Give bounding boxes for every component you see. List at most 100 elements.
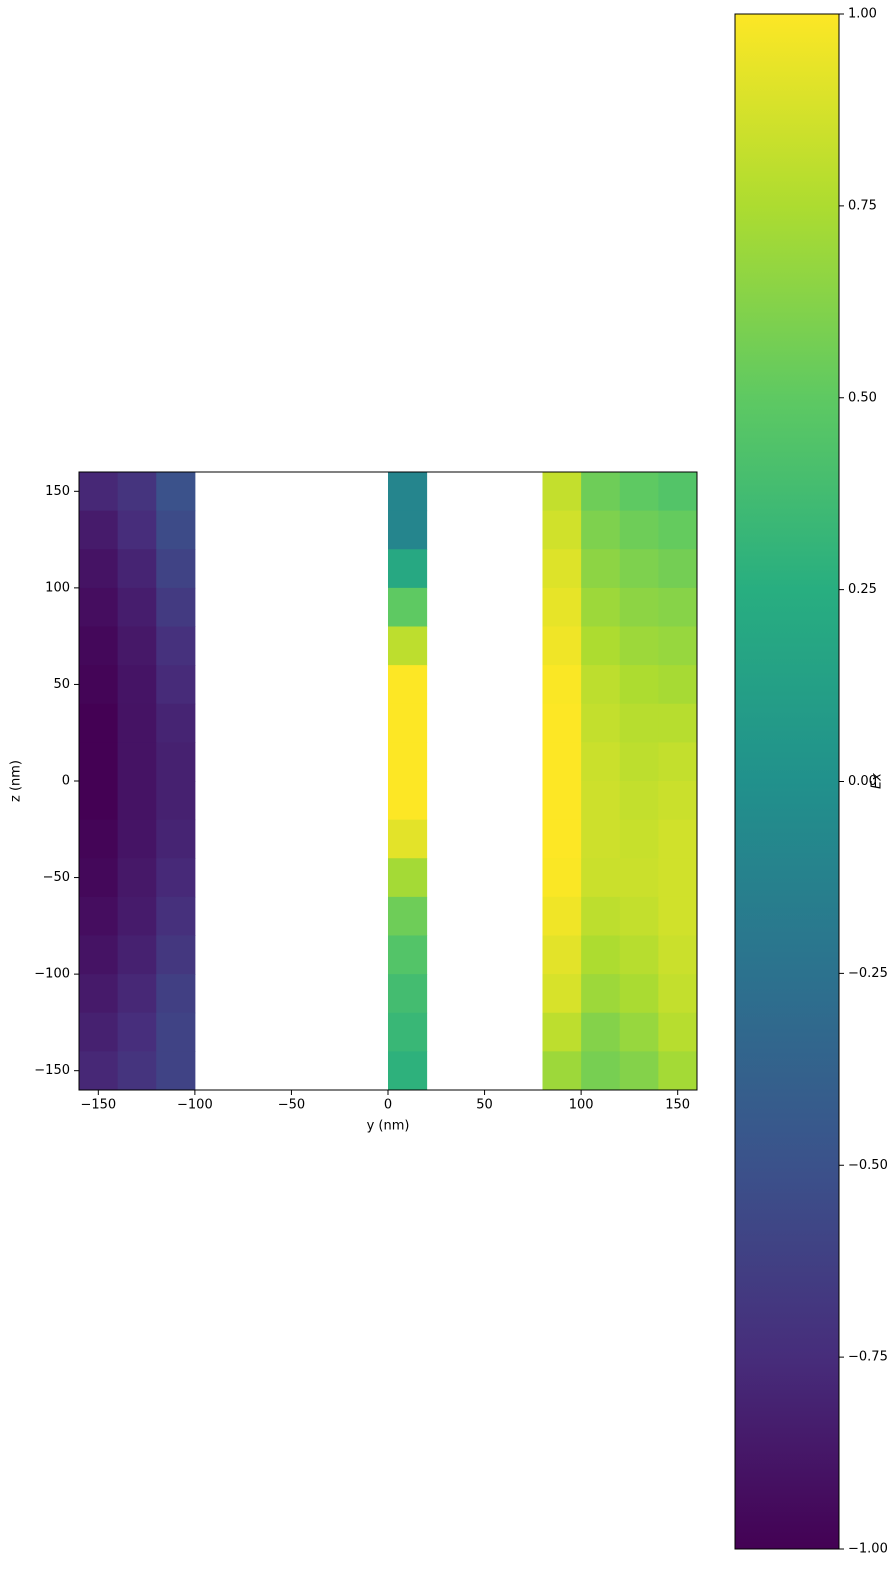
heatmap-cell (581, 587, 621, 627)
heatmap-cell (388, 703, 428, 743)
heatmap-cell (117, 935, 157, 975)
heatmap-cell (156, 665, 196, 705)
colorbar-tick-label: 0.00 (848, 774, 877, 789)
colorbar-tick-label: 1.00 (848, 7, 877, 22)
heatmap-cell (388, 896, 428, 936)
heatmap-cell (619, 626, 659, 666)
heatmap-cell (156, 587, 196, 627)
heatmap-cell (156, 549, 196, 589)
heatmap-cell (117, 626, 157, 666)
heatmap-cell (79, 935, 119, 975)
heatmap-cell (79, 1051, 119, 1091)
colorbar-label: Ex (870, 773, 885, 789)
heatmap-cell (117, 781, 157, 821)
colorbar-tick-label: −0.75 (848, 1350, 888, 1365)
heatmap-cell (79, 587, 119, 627)
heatmap-cell (658, 665, 698, 705)
heatmap-cell (619, 935, 659, 975)
heatmap-cell (79, 974, 119, 1014)
heatmap-cell (117, 472, 157, 512)
heatmap-cell (658, 587, 698, 627)
heatmap-cell (658, 510, 698, 550)
heatmap-cell (117, 587, 157, 627)
heatmap-cell (117, 510, 157, 550)
heatmap-cell (658, 819, 698, 859)
colorbar-tick-label: −0.25 (848, 966, 888, 981)
heatmap-cell (117, 858, 157, 898)
heatmap-cell (79, 549, 119, 589)
heatmap-cell (619, 781, 659, 821)
heatmap-cell (388, 510, 428, 550)
heatmap-cell (658, 626, 698, 666)
y-tick-label: 150 (45, 484, 70, 499)
x-axis-label: y (nm) (367, 1119, 410, 1134)
heatmap-cell (581, 703, 621, 743)
heatmap-cell (658, 935, 698, 975)
heatmap-cell (542, 665, 582, 705)
heatmap-cell (542, 742, 582, 782)
heatmap-cell (581, 665, 621, 705)
colorbar-tick-label: −1.00 (848, 1542, 888, 1557)
heatmap-cell (658, 1051, 698, 1091)
heatmap-cell (156, 781, 196, 821)
x-tick-label: 50 (476, 1098, 493, 1113)
heatmap-cell (619, 703, 659, 743)
heatmap-cell (581, 626, 621, 666)
heatmap-cell (117, 896, 157, 936)
heatmap-cell (117, 1051, 157, 1091)
heatmap-cell (117, 819, 157, 859)
heatmap-cell (388, 935, 428, 975)
heatmap-cell (79, 1012, 119, 1052)
heatmap-cell (117, 703, 157, 743)
heatmap-cell (388, 819, 428, 859)
y-axis-label: z (nm) (9, 760, 24, 802)
heatmap-cell (388, 858, 428, 898)
heatmap-cell (542, 703, 582, 743)
heatmap-cell (156, 626, 196, 666)
x-tick-label: 100 (569, 1098, 594, 1113)
heatmap-cell (658, 974, 698, 1014)
heatmap-cell (388, 781, 428, 821)
heatmap-cell (388, 665, 428, 705)
heatmap-cell (79, 703, 119, 743)
heatmap-cell (79, 858, 119, 898)
heatmap-cell (117, 665, 157, 705)
x-tick-label: 0 (384, 1098, 392, 1113)
heatmap-cell (79, 819, 119, 859)
colorbar-tick-label: 0.50 (848, 390, 877, 405)
heatmap-cell (542, 935, 582, 975)
x-tick-label: −150 (80, 1098, 116, 1113)
heatmap-cell (658, 549, 698, 589)
heatmap-cell (658, 781, 698, 821)
heatmap-cell (79, 472, 119, 512)
heatmap-cell (658, 1012, 698, 1052)
heatmap-cell (619, 742, 659, 782)
heatmap-cell (581, 974, 621, 1014)
heatmap-cell (581, 935, 621, 975)
heatmap-cell (619, 974, 659, 1014)
heatmap-cell (79, 626, 119, 666)
heatmap-cell (542, 626, 582, 666)
heatmap-cell (542, 549, 582, 589)
heatmap-cell (619, 510, 659, 550)
heatmap-cell (388, 587, 428, 627)
colorbar-tick-label: 0.75 (848, 198, 877, 213)
heatmap-cell (79, 742, 119, 782)
heatmap-cell (388, 626, 428, 666)
heatmap-cell (156, 703, 196, 743)
heatmap-cell (619, 472, 659, 512)
heatmap-cell (156, 858, 196, 898)
heatmap-cell (658, 896, 698, 936)
heatmap-cell (542, 1012, 582, 1052)
heatmap-cell (542, 587, 582, 627)
heatmap-cell (619, 858, 659, 898)
heatmap-cell (156, 896, 196, 936)
heatmap-cell (388, 742, 428, 782)
x-tick-label: −100 (177, 1098, 213, 1113)
heatmap-cell (581, 858, 621, 898)
heatmap-cell (581, 1051, 621, 1091)
heatmap-cell (156, 819, 196, 859)
heatmap-cell (581, 549, 621, 589)
y-tick-label: −150 (34, 1063, 70, 1078)
